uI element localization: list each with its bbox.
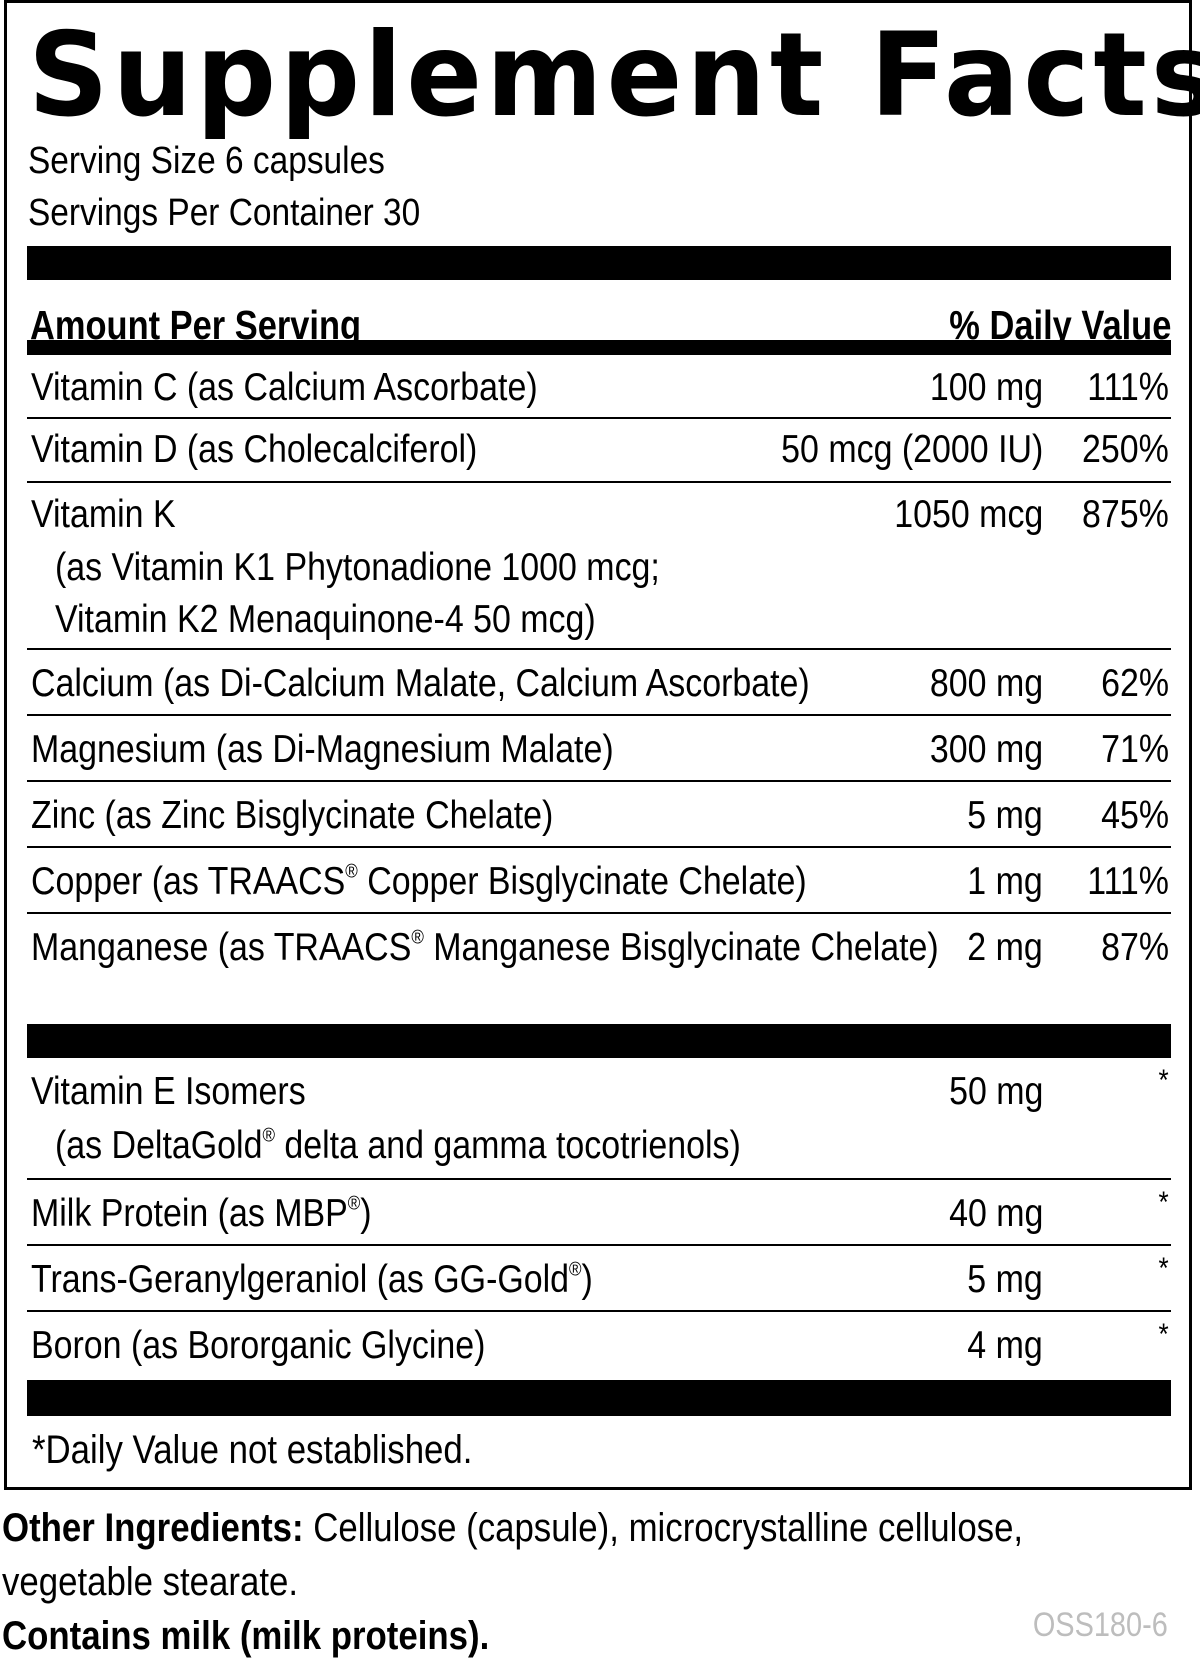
nutrient-name: Vitamin D (as Cholecalciferol) [31,428,478,471]
nutrient-name: Zinc (as Zinc Bisglycinate Chelate) [31,794,554,837]
nutrient-amount: 50 mg [948,1070,1043,1113]
nutrient-row: Magnesium (as Di-Magnesium Malate) 300 m… [27,716,1171,782]
nutrient-dv: 45% [1101,794,1169,837]
servings-per-container: Servings Per Container 30 [28,192,421,234]
nutrient-amount: 50 mcg (2000 IU) [780,428,1043,471]
nutrient-row: Copper (as TRAACS® Copper Bisglycinate C… [27,848,1171,914]
panel-title: Supplement Facts [28,8,1200,143]
serving-size: Serving Size 6 capsules [28,140,385,182]
thick-divider [27,1380,1171,1416]
thick-divider [27,1024,1171,1058]
nutrient-amount: 300 mg [929,728,1043,771]
dv-not-established-asterisk: * [1158,1252,1169,1285]
nutrient-dv: 62% [1101,662,1169,705]
registered-mark: ® [345,860,358,883]
nutrient-amount: 4 mg [967,1324,1043,1367]
label-code: OSS180-6 [1033,1606,1168,1644]
nutrient-source-line: Vitamin K2 Menaquinone-4 50 mcg) [55,598,596,641]
medium-divider [27,340,1171,355]
registered-mark: ® [411,926,424,949]
other-nutrient-row: Milk Protein (as MBP®) 40 mg * [27,1180,1171,1246]
nutrient-source-line: (as DeltaGold® delta and gamma tocotrien… [55,1124,741,1167]
nutrient-amount: 100 mg [929,366,1043,409]
nutrient-amount: 2 mg [967,926,1043,969]
nutrient-dv: 875% [1082,493,1169,536]
nutrient-amount: 5 mg [967,794,1043,837]
thick-divider [27,246,1171,280]
dv-footnote: *Daily Value not established. [32,1428,473,1472]
nutrient-amount: 40 mg [948,1192,1043,1235]
nutrient-name: Copper (as TRAACS® Copper Bisglycinate C… [31,860,807,903]
nutrient-name: Vitamin E Isomers [31,1070,306,1113]
nutrient-row: Vitamin K (as Vitamin K1 Phytonadione 10… [27,483,1171,650]
other-ingredients-label: Other Ingredients: [2,1506,304,1550]
nutrient-row: Zinc (as Zinc Bisglycinate Chelate) 5 mg… [27,782,1171,848]
other-ingredients: Other Ingredients: Cellulose (capsule), … [2,1506,1024,1550]
nutrient-amount: 5 mg [967,1258,1043,1301]
nutrient-dv: 111% [1087,860,1169,903]
other-nutrient-row: Boron (as Bororganic Glycine) 4 mg * [27,1312,1171,1380]
registered-mark: ® [569,1258,582,1281]
nutrient-amount: 1 mg [967,860,1043,903]
nutrient-name: Manganese (as TRAACS® Manganese Bisglyci… [31,926,939,969]
other-nutrient-row: Vitamin E Isomers (as DeltaGold® delta a… [27,1058,1171,1180]
nutrient-row: Vitamin D (as Cholecalciferol) 50 mcg (2… [27,419,1171,483]
other-ingredients-continued: vegetable stearate. [2,1560,299,1604]
nutrient-name: Trans-Geranylgeraniol (as GG-Gold®) [31,1258,593,1301]
nutrient-name: Magnesium (as Di-Magnesium Malate) [31,728,614,771]
nutrient-name: Vitamin K [31,493,176,536]
nutrient-name: Vitamin C (as Calcium Ascorbate) [31,366,538,409]
daily-value-header: % Daily Value [948,302,1171,348]
nutrient-name: Milk Protein (as MBP®) [31,1192,372,1235]
nutrient-name: Boron (as Bororganic Glycine) [31,1324,486,1367]
dv-not-established-asterisk: * [1158,1318,1169,1351]
registered-mark: ® [262,1124,275,1147]
nutrient-row: Calcium (as Di-Calcium Malate, Calcium A… [27,650,1171,716]
other-nutrient-row: Trans-Geranylgeraniol (as GG-Gold®) 5 mg… [27,1246,1171,1312]
allergen-statement: Contains milk (milk proteins). [2,1614,490,1658]
dv-not-established-asterisk: * [1158,1064,1169,1097]
nutrient-amount: 1050 mcg [893,493,1043,536]
nutrient-dv: 111% [1087,366,1169,409]
nutrient-name: Calcium (as Di-Calcium Malate, Calcium A… [31,662,810,705]
nutrient-row: Vitamin C (as Calcium Ascorbate) 100 mg … [27,355,1171,419]
nutrient-source-line: (as Vitamin K1 Phytonadione 1000 mcg; [55,546,660,589]
nutrient-row: Manganese (as TRAACS® Manganese Bisglyci… [27,914,1171,982]
nutrient-dv: 87% [1101,926,1169,969]
nutrient-amount: 800 mg [929,662,1043,705]
nutrient-dv: 71% [1101,728,1169,771]
dv-not-established-asterisk: * [1158,1186,1169,1219]
amount-per-serving-header: Amount Per Serving [30,302,362,348]
registered-mark: ® [347,1192,361,1215]
nutrient-dv: 250% [1082,428,1169,471]
